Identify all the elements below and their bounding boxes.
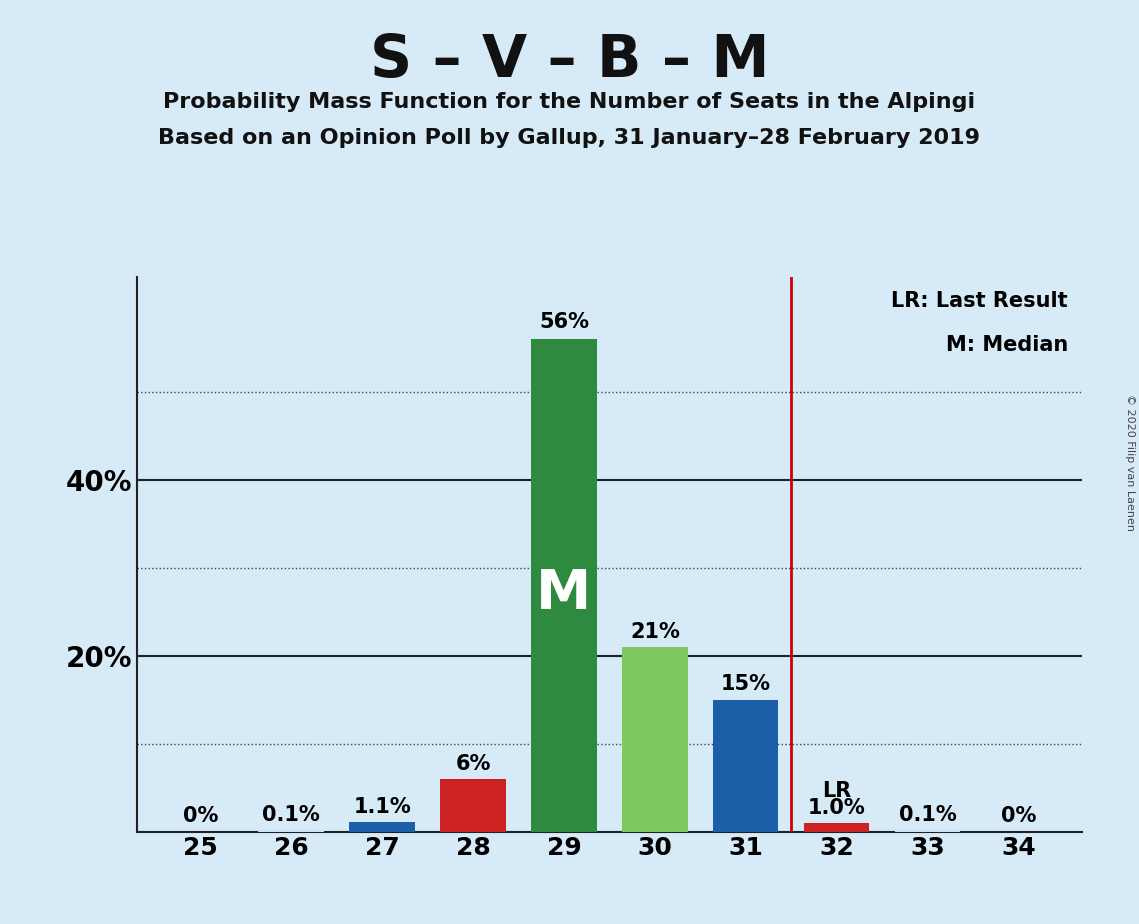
Text: 1.0%: 1.0% <box>808 797 866 818</box>
Bar <box>622 647 688 832</box>
Text: Based on an Opinion Poll by Gallup, 31 January–28 February 2019: Based on an Opinion Poll by Gallup, 31 J… <box>158 128 981 148</box>
Text: 15%: 15% <box>721 675 771 694</box>
Bar <box>441 779 506 832</box>
Text: 6%: 6% <box>456 753 491 773</box>
Text: Probability Mass Function for the Number of Seats in the Alpingi: Probability Mass Function for the Number… <box>163 92 976 113</box>
Text: © 2020 Filip van Laenen: © 2020 Filip van Laenen <box>1125 394 1134 530</box>
Text: 0%: 0% <box>1001 807 1036 826</box>
Bar <box>350 822 415 832</box>
Bar <box>804 822 869 832</box>
Text: LR: LR <box>822 781 851 801</box>
Text: 56%: 56% <box>539 311 589 332</box>
Text: LR: Last Result: LR: Last Result <box>891 291 1068 311</box>
Text: 1.1%: 1.1% <box>353 796 411 817</box>
Text: M: M <box>536 567 591 621</box>
Bar <box>713 699 778 832</box>
Text: S – V – B – M: S – V – B – M <box>370 32 769 90</box>
Text: 0%: 0% <box>182 807 218 826</box>
Bar <box>531 339 597 832</box>
Text: 0.1%: 0.1% <box>262 806 320 825</box>
Text: 0.1%: 0.1% <box>899 806 957 825</box>
Text: 21%: 21% <box>630 622 680 641</box>
Text: M: Median: M: Median <box>945 335 1068 356</box>
